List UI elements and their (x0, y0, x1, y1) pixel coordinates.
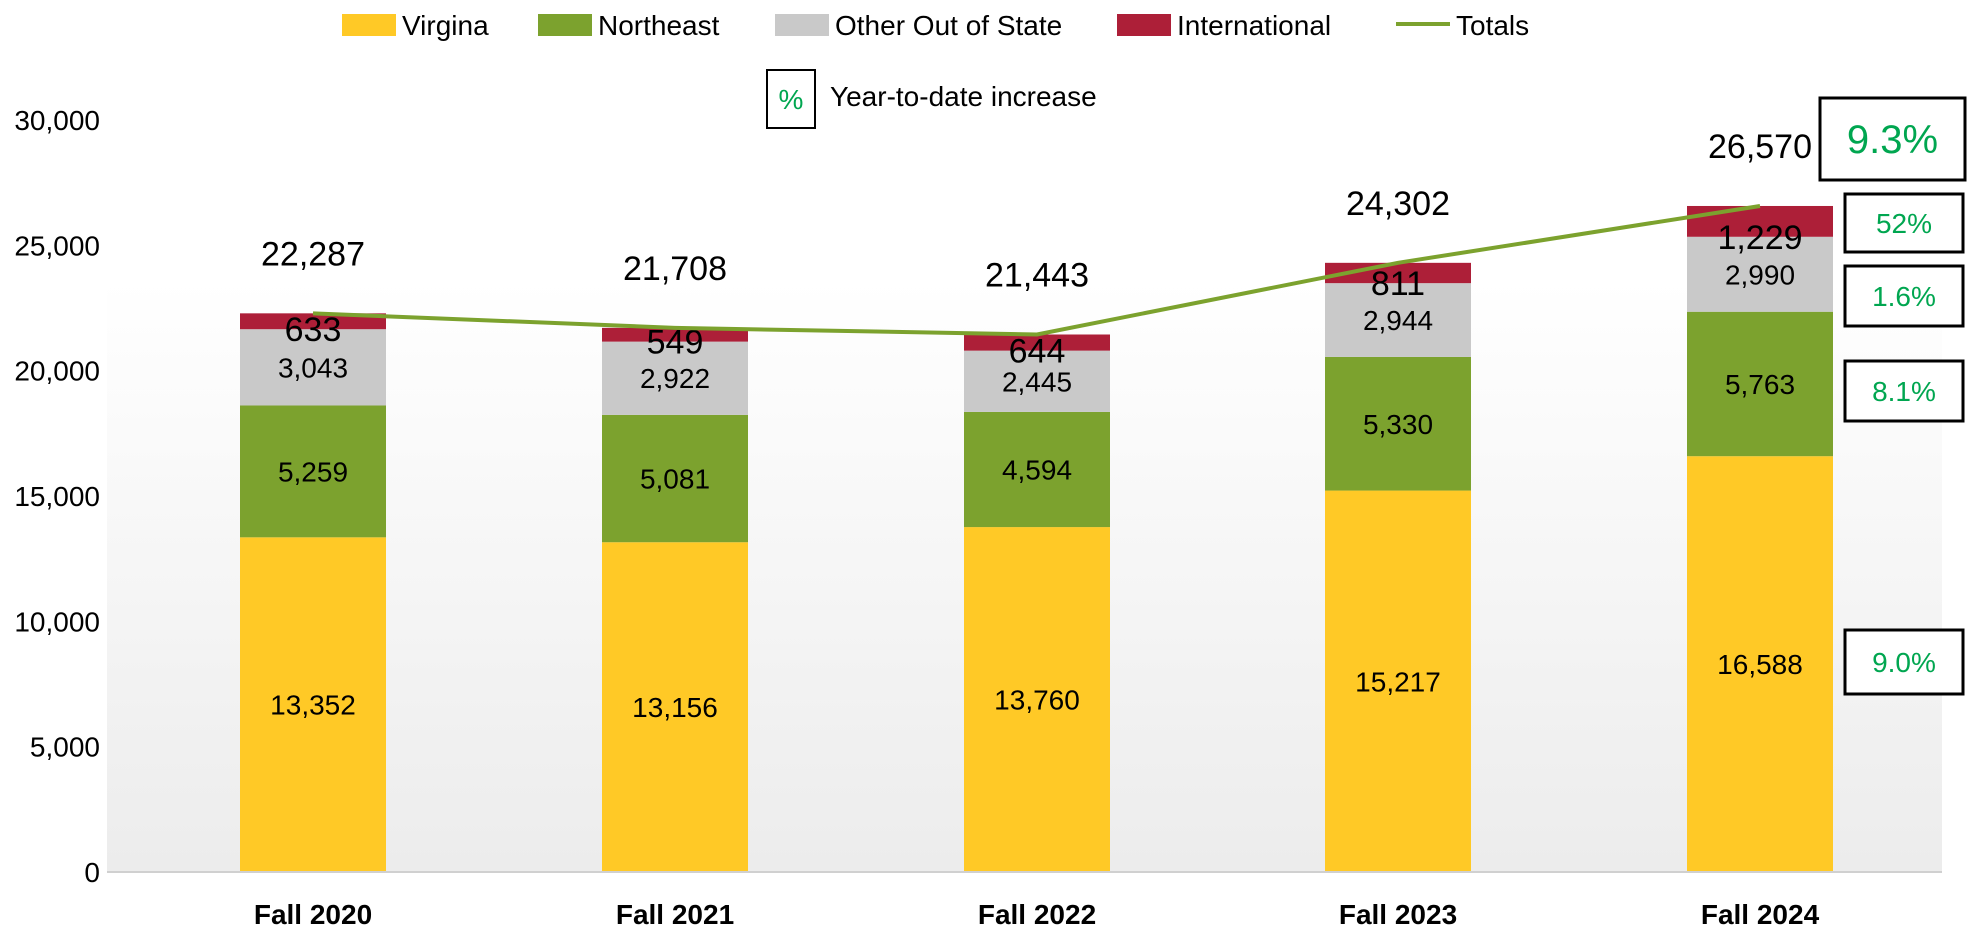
legend-swatch-other-out-of-state (775, 14, 829, 36)
pct-box-northeast-value: 8.1% (1872, 376, 1936, 407)
legend: Virgina Northeast Other Out of State Intern… (342, 10, 1529, 41)
pct-box-northeast-frame (1843, 359, 1965, 423)
bar-northeast (1325, 356, 1471, 491)
pct-box-virgina: 9.0% (1843, 628, 1965, 696)
y-tick-label: 15,000 (14, 481, 100, 512)
bar-label-other-out-of-state: 2,922 (640, 363, 710, 394)
y-tick-label: 30,000 (14, 105, 100, 136)
bar-label-northeast: 4,594 (1002, 455, 1072, 486)
pct-box-international: 52% (1843, 192, 1965, 254)
pct-box-virgina-value: 9.0% (1872, 647, 1936, 678)
pct-box-international-value: 52% (1876, 208, 1932, 239)
bar-virgina (602, 542, 748, 872)
bar-label-virgina: 15,217 (1355, 666, 1441, 697)
total-label: 22,287 (261, 235, 365, 273)
pct-box-total-value: 9.3% (1847, 118, 1938, 162)
y-tick-label: 5,000 (30, 732, 100, 763)
legend-label-international: International (1177, 10, 1331, 41)
legend-swatch-northeast (538, 14, 592, 36)
bar-label-other-out-of-state: 2,990 (1725, 259, 1795, 290)
pct-boxes: 9.3% 52% 1.6% 8.1% 9.0% (1818, 96, 1967, 696)
bar-virgina (1687, 456, 1833, 872)
totals-line (312, 204, 1761, 337)
pct-box-international-frame (1843, 192, 1965, 254)
bar-international (240, 313, 386, 330)
pct-legend-symbol: % (779, 84, 804, 115)
x-tick-label: Fall 2022 (978, 899, 1096, 930)
bar-label-virgina: 13,156 (632, 692, 718, 723)
segment-labels: 13,3525,2593,04363313,1565,0812,92254913… (270, 219, 1803, 723)
pct-box-other-out-of-state-value: 1.6% (1872, 281, 1936, 312)
bar-virgina (1325, 490, 1471, 872)
x-tick-label: Fall 2021 (616, 899, 734, 930)
pct-legend: % Year-to-date increase (766, 69, 1097, 129)
pct-box-total-frame (1818, 96, 1967, 182)
pct-box-northeast: 8.1% (1843, 359, 1965, 423)
y-tick-label: 20,000 (14, 356, 100, 387)
total-label: 21,443 (985, 256, 1089, 294)
bar-label-northeast: 5,259 (278, 456, 348, 487)
x-tick-label: Fall 2023 (1339, 899, 1457, 930)
bar-international (1687, 205, 1833, 237)
pct-box-other-out-of-state-frame (1843, 264, 1965, 328)
x-axis: Fall 2020 Fall 2021 Fall 2022 Fall 2023 Fall… (254, 899, 1820, 930)
bar-northeast (602, 414, 748, 543)
y-axis: 0 5,000 10,000 15,000 20,000 25,000 30,000 (14, 105, 100, 888)
bar-label-virgina: 13,760 (994, 685, 1080, 716)
bar-label-international: 811 (1371, 265, 1425, 303)
bar-label-international: 644 (1009, 333, 1066, 371)
total-label: 21,708 (623, 250, 727, 288)
bar-virgina (964, 527, 1110, 872)
x-tick-label: Fall 2024 (1701, 899, 1820, 930)
bar-label-virgina: 16,588 (1717, 649, 1803, 680)
total-labels: 22,287 21,708 21,443 24,302 26,570 (261, 128, 1812, 295)
bar-other-out-of-state (602, 341, 748, 415)
bar-label-other-out-of-state: 2,445 (1002, 366, 1072, 397)
totals-line-path (312, 204, 1761, 337)
pct-legend-box (766, 69, 816, 129)
bar-northeast (1687, 311, 1833, 457)
bar-label-virgina: 13,352 (270, 690, 356, 721)
bar-label-international: 1,229 (1717, 219, 1802, 257)
bar-label-northeast: 5,081 (640, 464, 710, 495)
bar-virgina (240, 537, 386, 872)
bar-label-northeast: 5,763 (1725, 369, 1795, 400)
bars (240, 205, 1833, 872)
bar-other-out-of-state (964, 350, 1110, 412)
bar-northeast (964, 411, 1110, 528)
y-tick-label: 10,000 (14, 606, 100, 637)
legend-label-other-out-of-state: Other Out of State (835, 10, 1062, 41)
bar-international (602, 327, 748, 342)
y-tick-label: 25,000 (14, 230, 100, 261)
legend-label-northeast: Northeast (598, 10, 720, 41)
bar-label-other-out-of-state: 3,043 (278, 352, 348, 383)
pct-box-virgina-frame (1843, 628, 1965, 696)
legend-swatch-international (1117, 14, 1171, 36)
legend-label-totals: Totals (1456, 10, 1529, 41)
legend-swatch-virgina (342, 14, 396, 36)
bar-label-other-out-of-state: 2,944 (1363, 305, 1433, 336)
pct-box-other-out-of-state: 1.6% (1843, 264, 1965, 328)
total-label: 24,302 (1346, 185, 1450, 223)
bar-international (1325, 262, 1471, 284)
bar-other-out-of-state (1325, 283, 1471, 357)
pct-legend-label: Year-to-date increase (830, 81, 1097, 112)
bar-other-out-of-state (240, 329, 386, 406)
bar-label-northeast: 5,330 (1363, 409, 1433, 440)
bar-other-out-of-state (1687, 236, 1833, 312)
bar-international (964, 334, 1110, 351)
y-tick-label: 0 (84, 857, 100, 888)
x-tick-label: Fall 2020 (254, 899, 372, 930)
pct-box-total: 9.3% (1818, 96, 1967, 182)
legend-label-virgina: Virgina (402, 10, 489, 41)
total-label: 26,570 (1708, 128, 1812, 166)
bar-northeast (240, 405, 386, 538)
bar-label-international: 633 (285, 311, 342, 349)
